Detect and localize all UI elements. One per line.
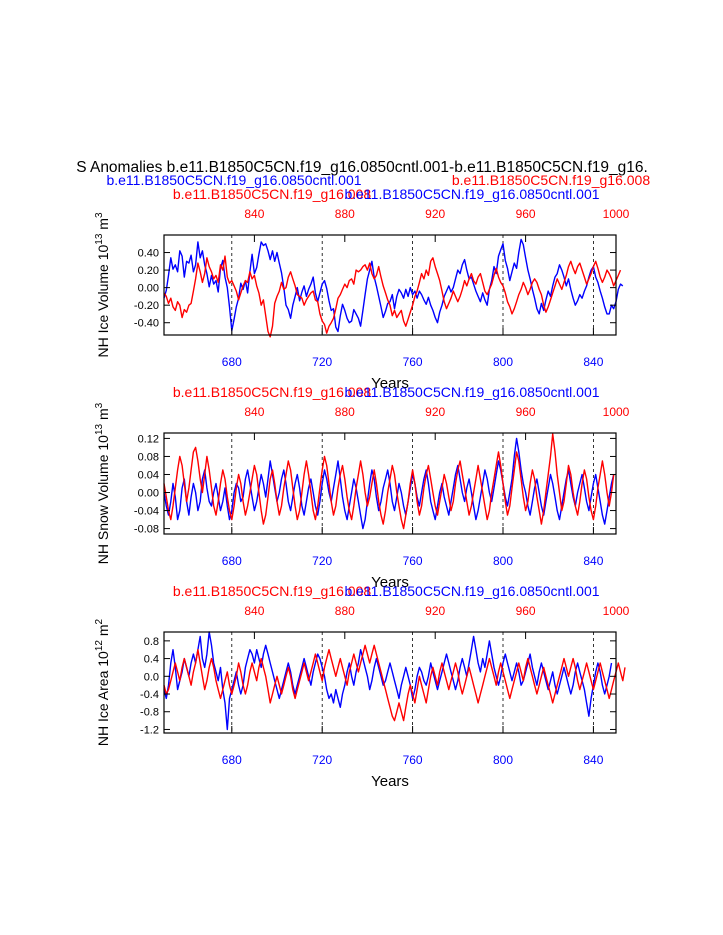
x-tick-label-top: 1000 <box>603 405 630 419</box>
x-tick-label-top: 880 <box>335 405 355 419</box>
y-tick-label: -0.04 <box>134 506 159 518</box>
x-tick-label-top: 880 <box>335 207 355 221</box>
x-tick-label-top: 1000 <box>603 604 630 618</box>
x-tick-label-bottom: 800 <box>493 355 513 369</box>
plot-frame <box>163 432 617 535</box>
chart-panel-3: -1.2 -0.8 -0.4 0.0 0.4 0.8 680 720 760 800 840 840 8… <box>94 583 630 790</box>
y-axis-title-unit: m <box>95 408 111 424</box>
x-tick-label-bottom: 760 <box>403 554 423 568</box>
y-tick-label: 0.20 <box>138 265 159 277</box>
x-tick-label-bottom: 680 <box>222 554 242 568</box>
legend-label-blue: b.e11.B1850C5CN.f19_g16.0850cntl.001 <box>344 384 599 400</box>
x-tick-label-bottom: 800 <box>493 753 513 767</box>
y-axis-title-unit-exponent: 3 <box>94 212 105 218</box>
y-tick-label: 0.0 <box>144 671 159 683</box>
x-tick-label-bottom: 680 <box>222 355 242 369</box>
x-tick-label-top: 920 <box>425 405 445 419</box>
series-line-blue <box>163 631 613 731</box>
legend-label-blue: b.e11.B1850C5CN.f19_g16.0850cntl.001 <box>344 186 599 202</box>
plot-frame <box>163 234 617 336</box>
x-tick-label-top: 960 <box>516 207 536 221</box>
y-tick-label: -1.2 <box>140 724 159 736</box>
x-tick-label-bottom: 720 <box>312 753 332 767</box>
y-tick-label: -0.8 <box>140 707 159 719</box>
x-tick-label-bottom: 840 <box>583 355 603 369</box>
y-axis-title-exponent: 13 <box>94 233 105 245</box>
y-axis-title-text: NH Ice Area 10 <box>95 651 111 746</box>
y-tick-label: -0.20 <box>134 300 159 312</box>
x-tick-label-top: 920 <box>425 604 445 618</box>
x-tick-label-top: 840 <box>244 405 264 419</box>
y-tick-label: 0.08 <box>138 451 159 463</box>
series-line-red <box>163 644 626 722</box>
y-axis-title-text: NH Snow Volume 10 <box>95 435 111 564</box>
legend-label-red: b.e11.B1850C5CN.f19_g16.008 <box>173 583 371 599</box>
y-tick-label: 0.12 <box>138 433 159 445</box>
y-axis-title-exponent: 12 <box>94 640 105 652</box>
case-label-blue: b.e11.B1850C5CN.f19_g16.0850cntl.001 <box>106 172 361 188</box>
y-tick-label: 0.00 <box>138 488 159 500</box>
x-tick-label-top: 840 <box>244 604 264 618</box>
y-tick-label: 0.8 <box>144 636 159 648</box>
x-tick-label-bottom: 680 <box>222 753 242 767</box>
y-tick-label: -0.08 <box>134 524 159 536</box>
y-axis-title: NH Snow Volume 1013 m3 <box>94 402 111 564</box>
x-tick-label-top: 1000 <box>603 207 630 221</box>
x-tick-label-top: 920 <box>425 207 445 221</box>
x-axis-title: Years <box>371 574 409 591</box>
y-axis-title: NH Ice Area 1012 m2 <box>94 618 111 746</box>
chart-panel-2: -0.08 -0.04 0.00 0.04 0.08 0.12 680 720 760 800 84… <box>94 384 630 591</box>
x-tick-label-bottom: 720 <box>312 355 332 369</box>
y-axis-title-exponent: 13 <box>94 423 105 435</box>
series-line-red <box>163 255 622 338</box>
case-label-red: b.e11.B1850C5CN.f19_g16.008 <box>452 172 650 188</box>
main-title: S Anomalies b.e11.B1850C5CN.f19_g16.0850… <box>76 159 648 176</box>
x-tick-label-bottom: 760 <box>403 355 423 369</box>
x-tick-label-bottom: 840 <box>583 753 603 767</box>
plot-frame <box>163 631 617 734</box>
y-tick-label: 0.40 <box>138 248 159 260</box>
legend-label-red: b.e11.B1850C5CN.f19_g16.008 <box>173 384 371 400</box>
x-tick-label-top: 880 <box>335 604 355 618</box>
series-line-red <box>163 433 615 530</box>
y-tick-label: -0.4 <box>140 689 159 701</box>
x-axis-title: Years <box>371 773 409 790</box>
y-tick-label: 0.00 <box>138 283 159 295</box>
x-tick-label-bottom: 720 <box>312 554 332 568</box>
series-line-blue <box>163 238 624 333</box>
y-tick-label: 0.4 <box>144 654 159 666</box>
legend-label-blue: b.e11.B1850C5CN.f19_g16.0850cntl.001 <box>344 583 599 599</box>
y-tick-label: 0.04 <box>138 469 159 481</box>
legend-label-red: b.e11.B1850C5CN.f19_g16.008 <box>173 186 371 202</box>
x-tick-label-top: 960 <box>516 604 536 618</box>
x-tick-label-bottom: 840 <box>583 554 603 568</box>
x-tick-label-top: 840 <box>244 207 264 221</box>
y-axis-title-unit-exponent: 2 <box>94 618 105 624</box>
x-tick-label-top: 960 <box>516 405 536 419</box>
x-axis-title: Years <box>371 375 409 392</box>
x-tick-label-bottom: 800 <box>493 554 513 568</box>
y-axis-title-unit: m <box>95 218 111 234</box>
y-tick-label: -0.40 <box>134 318 159 330</box>
y-axis-title-text: NH Ice Volume 10 <box>95 244 111 357</box>
y-axis-title: NH Ice Volume 1013 m3 <box>94 212 111 358</box>
y-axis-title-unit: m <box>95 624 111 640</box>
chart-panel-1: -0.40 -0.20 0.00 0.20 0.40 680 720 760 800 840 840… <box>94 186 630 392</box>
y-axis-title-unit-exponent: 3 <box>94 402 105 408</box>
series-line-blue <box>163 437 615 530</box>
x-tick-label-bottom: 760 <box>403 753 423 767</box>
